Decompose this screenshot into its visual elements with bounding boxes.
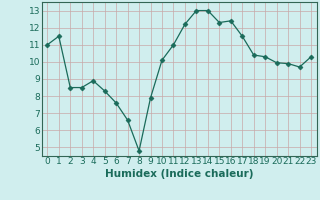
- X-axis label: Humidex (Indice chaleur): Humidex (Indice chaleur): [105, 169, 253, 179]
